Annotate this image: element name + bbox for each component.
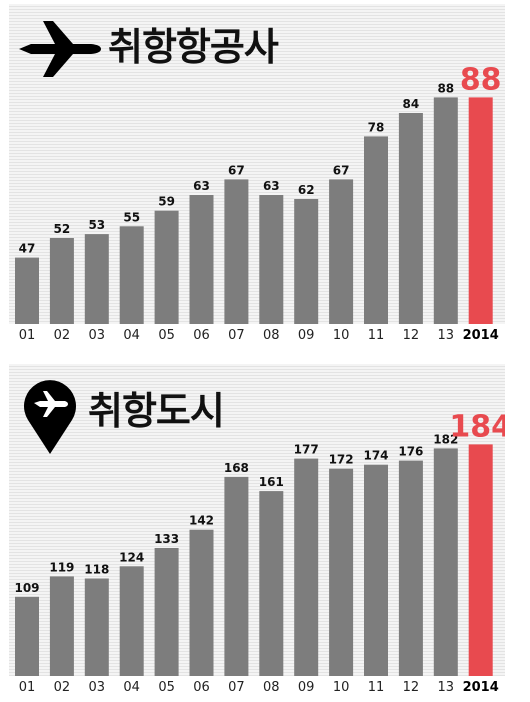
airlines-bar-09 <box>294 199 319 324</box>
cities-data-label-06: 142 <box>189 514 214 528</box>
airlines-bar-08 <box>259 195 284 324</box>
cities-data-label-02: 119 <box>49 560 74 574</box>
cities-tick-label-11: 11 <box>367 680 385 695</box>
cities-bar-12 <box>398 460 423 676</box>
airlines-bar-13 <box>433 97 458 324</box>
cities-bar-11 <box>364 464 388 676</box>
cities-tick-label-2014: 2014 <box>462 680 499 695</box>
cities-tick-label-01: 01 <box>18 680 36 695</box>
airlines-data-label-11: 78 <box>368 120 385 134</box>
airlines-tick-label-06: 06 <box>193 328 210 343</box>
airlines-tick-label-08: 08 <box>263 328 280 343</box>
cities-bar-03 <box>84 578 109 676</box>
airlines-data-label-13: 88 <box>437 81 454 95</box>
airlines-bar-10 <box>329 179 354 324</box>
cities-tick-label-09: 09 <box>297 680 315 695</box>
airlines-tick-label-03: 03 <box>88 328 106 343</box>
cities-tick-label-03: 03 <box>88 680 106 695</box>
cities-bar-01 <box>15 596 39 676</box>
airlines-bar-07 <box>224 179 249 324</box>
cities-data-label-10: 172 <box>329 453 354 467</box>
airlines-tick-label-01: 01 <box>18 328 36 343</box>
airlines-bar-chart: 47 52 53 55 59 63 67 63 62 67 78 84 88 88 <box>15 62 502 324</box>
cities-tick-label-05: 05 <box>158 680 175 695</box>
airlines-data-label-01: 47 <box>19 242 36 256</box>
airlines-bar-06 <box>189 195 214 324</box>
cities-data-label-07: 168 <box>224 461 249 475</box>
airlines-data-label-02: 52 <box>54 222 71 236</box>
chart-title-airlines: 취항항공사 <box>108 25 279 69</box>
airlines-bar-01 <box>15 257 39 324</box>
cities-bar-02 <box>49 576 74 676</box>
cities-bar-04 <box>119 566 144 676</box>
airlines-bar-05 <box>154 210 179 324</box>
airlines-bar-12 <box>398 113 423 324</box>
cities-data-label-04: 124 <box>119 550 144 564</box>
airlines-data-label-10: 67 <box>333 163 350 177</box>
airlines-tick-label-12: 12 <box>402 328 420 343</box>
cities-bar-05 <box>154 548 179 676</box>
cities-data-label-13: 182 <box>433 432 458 446</box>
cities-tick-label-12: 12 <box>402 680 420 695</box>
airlines-data-label-05: 59 <box>158 195 175 209</box>
chart-panel-airlines: 47 52 53 55 59 63 67 63 62 67 78 84 88 88 취항항공사 <box>9 4 505 324</box>
airlines-data-label-06: 63 <box>193 179 210 193</box>
airlines-data-label-08: 63 <box>263 179 280 193</box>
cities-data-label-11: 174 <box>363 449 388 463</box>
cities-data-label-12: 176 <box>398 445 423 459</box>
airlines-bar-11 <box>364 136 388 324</box>
airlines-tick-label-10: 10 <box>332 328 350 343</box>
cities-tick-label-10: 10 <box>332 680 350 695</box>
airlines-data-label-12: 84 <box>403 97 420 111</box>
cities-bar-09 <box>294 458 319 676</box>
cities-tick-label-04: 04 <box>123 680 140 695</box>
airlines-tick-label-13: 13 <box>437 328 455 343</box>
cities-tick-label-07: 07 <box>228 680 245 695</box>
cities-tick-label-08: 08 <box>263 680 280 695</box>
airlines-data-label-09: 62 <box>298 183 315 197</box>
cities-bar-chart: 109 119 118 124 133 142 168 161 177 172 174 176 1821… <box>14 409 505 676</box>
cities-data-label-2014: 184 <box>449 409 505 444</box>
cities-tick-label-13: 13 <box>437 680 455 695</box>
cities-bar-08 <box>259 491 284 676</box>
location-pin-airplane-icon <box>24 380 77 454</box>
x-axis-airlines: 01 02 03 04 05 06 07 08 09 10 11 12 13 2014 <box>9 326 505 348</box>
airlines-tick-label-2014: 2014 <box>462 328 499 343</box>
cities-data-label-09: 177 <box>294 443 319 457</box>
airlines-tick-label-04: 04 <box>123 328 140 343</box>
airlines-bar-2014 <box>468 97 493 324</box>
chart-panel-cities: 109 119 118 124 133 142 168 161 177 172 174 176 182 1… <box>9 364 505 676</box>
airplane-icon <box>19 21 101 77</box>
cities-tick-label-06: 06 <box>193 680 210 695</box>
cities-bar-13 <box>433 448 458 676</box>
airlines-tick-label-09: 09 <box>297 328 315 343</box>
airlines-bar-02 <box>49 238 74 324</box>
cities-bar-06 <box>189 529 214 676</box>
airlines-tick-label-11: 11 <box>367 328 385 343</box>
chart-title-cities: 취항도시 <box>88 389 225 433</box>
airlines-data-label-03: 53 <box>88 218 105 232</box>
cities-data-label-03: 118 <box>84 563 109 577</box>
cities-bar-2014 <box>468 444 493 676</box>
x-axis-cities: 01 02 03 04 05 06 07 08 09 10 11 12 13 2014 <box>9 678 505 700</box>
cities-bar-07 <box>224 476 249 676</box>
cities-bar-10 <box>329 468 354 676</box>
airlines-data-label-07: 67 <box>228 163 245 177</box>
airlines-tick-label-07: 07 <box>228 328 245 343</box>
airlines-tick-label-02: 02 <box>53 328 71 343</box>
cities-data-label-01: 109 <box>14 581 39 595</box>
airlines-bar-03 <box>84 234 109 324</box>
cities-data-label-05: 133 <box>154 532 179 546</box>
airlines-bar-04 <box>119 226 144 324</box>
cities-data-label-08: 161 <box>259 475 284 489</box>
airlines-tick-label-05: 05 <box>158 328 175 343</box>
airlines-data-label-04: 55 <box>123 210 140 224</box>
airlines-data-label-2014: 88 <box>460 62 502 97</box>
cities-tick-label-02: 02 <box>53 680 71 695</box>
